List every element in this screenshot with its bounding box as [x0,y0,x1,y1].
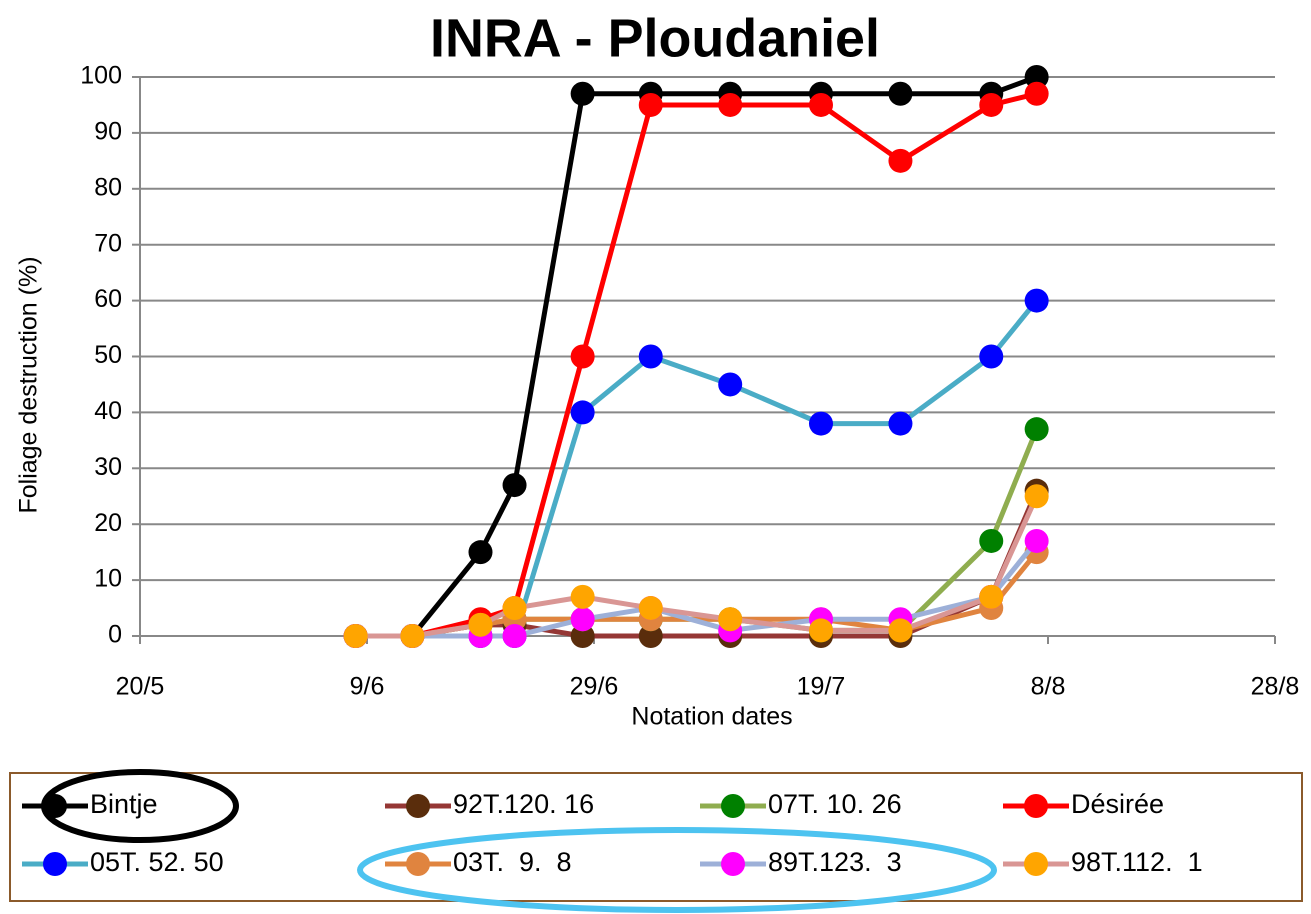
data-point [570,81,595,106]
series-line [355,495,1039,639]
legend-label: Désirée [1071,789,1164,819]
y-tick-label: 20 [94,509,122,537]
y-tick-label: 0 [108,621,122,649]
data-point [638,596,663,621]
data-point [638,344,663,369]
data-point [979,584,1004,609]
y-tick-label: 40 [94,397,122,425]
y-tick-label: 80 [94,173,122,201]
legend-marker [406,794,430,818]
legend-box [9,772,1303,902]
data-point [1024,65,1049,89]
legend-label: 03T. 9. 8 [453,847,572,877]
data-point [979,92,1004,117]
data-point [809,618,833,643]
legend-marker [43,794,67,818]
legend-marker [43,852,67,876]
data-point [638,92,663,117]
x-tick-label: 9/6 [350,673,385,701]
data-point [979,344,1004,369]
data-point [502,596,527,621]
data-point [979,528,1004,553]
data-point [502,473,527,498]
data-point [570,624,595,648]
x-tick-label: 8/8 [1031,673,1066,701]
data-point [718,92,743,117]
series-line [355,428,1039,639]
legend-label: 07T. 10. 26 [768,789,902,819]
x-tick-label: 28/8 [1251,673,1300,701]
highlight-ellipse [357,827,997,913]
legend-marker [721,852,745,876]
y-tick-label: 30 [94,453,122,481]
data-point [1024,484,1049,509]
data-point [400,624,425,648]
data-point [888,81,913,106]
data-point [718,607,743,632]
legend-label: 05T. 52. 50 [90,847,224,877]
data-point [570,344,595,369]
y-tick-label: 60 [94,285,122,313]
legend-marker [721,794,745,818]
legend: Bintje 92T.120. 16 07T. 10. 26 Désirée 05T. … [22,789,1203,877]
data-point [1024,417,1049,442]
data-point [468,612,493,637]
legend-label: 98T.112. 1 [1071,847,1203,877]
x-axis-title: Notation dates [631,703,792,731]
data-point [638,624,663,648]
chart-title: INRA - Ploudaniel [430,8,880,68]
data-point [888,618,913,643]
plot-area: 0 10 20 30 40 50 60 70 80 90 100 20/5 9/6 29/6 19/7 8/8… [80,62,1299,701]
y-tick-label: 100 [80,62,122,90]
data-point [570,400,595,425]
legend-label: 89T.123. 3 [768,847,902,877]
data-point [1024,288,1049,313]
x-tick-label: 29/6 [570,673,619,701]
data-point [468,540,493,565]
legend-marker [1024,794,1048,818]
y-tick-label: 50 [94,341,122,369]
series-line [355,91,1038,639]
y-tick-label: 70 [94,229,122,257]
legend-label: Bintje [90,789,158,819]
legend-marker [406,852,430,876]
x-tick-label: 19/7 [797,673,846,701]
data-point [570,607,595,632]
data-point [888,148,913,173]
data-point [809,92,833,117]
y-axis-title: Foliage destruction (%) [15,256,43,513]
y-tick-label: 10 [94,565,122,593]
data-point [570,584,595,609]
data-point [809,411,833,436]
legend-marker [1024,852,1048,876]
data-point [888,411,913,436]
data-point [1024,81,1049,106]
y-tick-label: 90 [94,118,122,146]
data-point [343,624,368,648]
x-tick-label: 20/5 [116,673,165,701]
data-point [502,624,527,648]
legend-label: 92T.120. 16 [453,789,594,819]
highlight-ellipse [41,769,239,843]
data-point [1024,528,1049,553]
data-point [718,372,743,397]
